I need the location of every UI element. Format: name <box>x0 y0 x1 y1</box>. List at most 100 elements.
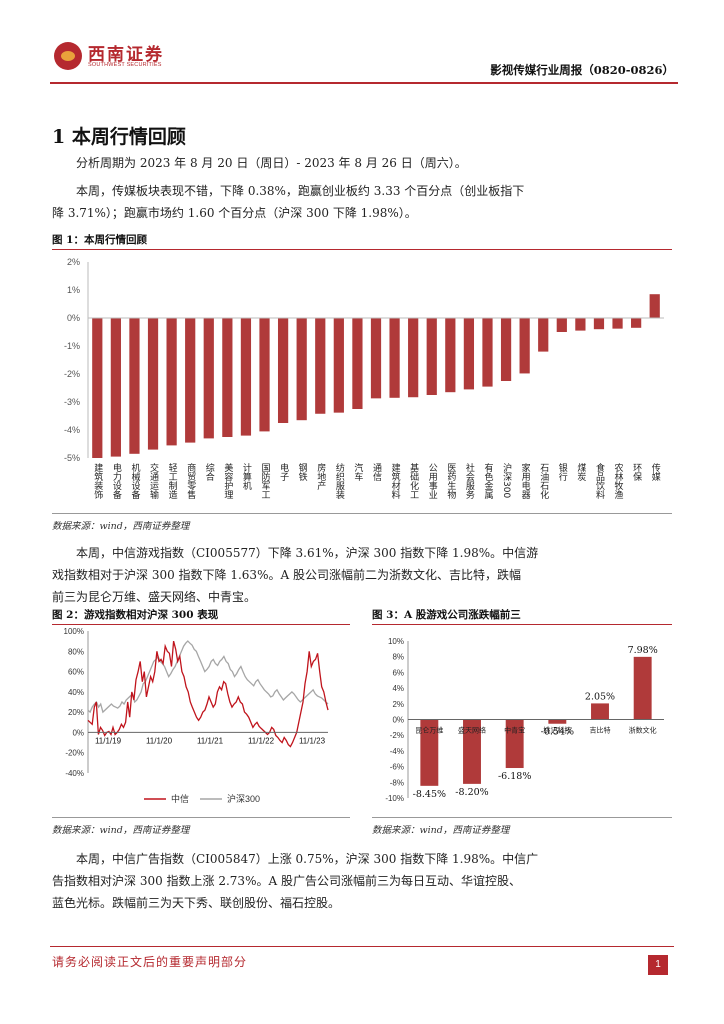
x-tick-label: 11/1/20 <box>146 736 173 745</box>
logo-icon <box>54 42 82 70</box>
x-tick-label: 11/1/19 <box>95 736 122 745</box>
data-label: 2.05% <box>585 691 615 702</box>
section-title: 1 本周行情回顾 <box>52 126 186 148</box>
bar <box>277 318 289 423</box>
fig3-caption: 图 3：A 股游戏公司涨跌幅前三 <box>372 609 521 621</box>
bar <box>482 318 493 387</box>
y-tick-label: 8% <box>392 653 404 662</box>
x-tick-label: 房地产 <box>315 462 326 491</box>
paragraph-line: 本周，中信广告指数（CI005847）上涨 0.75%，沪深 300 指数下降 … <box>76 852 539 866</box>
page-number: 1 <box>648 955 668 975</box>
x-tick-label: 建筑装饰 <box>92 462 103 500</box>
header-divider <box>50 82 678 84</box>
y-tick-label: -2% <box>390 731 404 740</box>
y-tick-label: -6% <box>390 763 404 772</box>
bar <box>519 318 530 374</box>
y-tick-label: -1% <box>64 341 80 351</box>
paragraph-line: 本周，中信游戏指数（CI005577）下降 3.61%，沪深 300 指数下降 … <box>76 546 539 560</box>
logo-text: 西南证券 <box>88 45 164 65</box>
x-tick-label: 医药生物 <box>445 463 456 500</box>
series-line <box>87 640 329 714</box>
y-tick-label: -20% <box>65 749 84 758</box>
bar <box>649 294 660 318</box>
fig3-source: 数据来源：wind，西南证券整理 <box>372 825 510 836</box>
x-tick-label: 基础化工 <box>408 462 419 499</box>
bar <box>352 318 363 409</box>
paragraph-line: 分析周期为 2023 年 8 月 20 日（周日）- 2023 年 8 月 26… <box>76 156 467 170</box>
y-tick-label: -2% <box>64 369 80 379</box>
y-tick-label: -40% <box>65 769 84 778</box>
fig1-divider <box>52 249 672 250</box>
x-tick-label: 美容护理 <box>222 462 233 499</box>
y-tick-label: 1% <box>67 285 80 295</box>
data-label: -6.18% <box>498 771 531 782</box>
bar <box>631 318 642 328</box>
fig2-bottom-divider <box>52 817 350 818</box>
fig1-caption: 图 1：本周行情回顾 <box>52 234 147 246</box>
bar <box>92 318 103 458</box>
x-tick-label: 商贸零售 <box>185 462 196 500</box>
bar <box>240 318 252 436</box>
bar <box>259 318 270 432</box>
bar <box>222 318 233 437</box>
paragraph-line: 戏指数相对于沪深 300 指数下降 1.63%。A 股公司涨幅前二为浙数文化、吉… <box>52 568 521 582</box>
y-tick-label: 80% <box>68 647 84 656</box>
y-tick-label: -8% <box>390 778 404 787</box>
y-tick-label: 6% <box>392 668 404 677</box>
paragraph-ad: 本周，中信广告指数（CI005847）上涨 0.75%，沪深 300 指数下降 … <box>52 848 672 914</box>
game-company-bar-chart: 10% 8% 6% 4% 2% 0% -2% -4% -6% -8% -10% -8.45% 昆仑万维 -… <box>385 637 664 803</box>
x-tick-label: 石油石化 <box>538 463 549 500</box>
x-tick-label: 11/1/22 <box>248 736 275 745</box>
x-tick-label: 环保 <box>631 463 642 482</box>
x-tick-label: 银行 <box>557 462 568 482</box>
x-tick-label: 煤炭 <box>575 462 586 482</box>
x-tick-label: 计算机 <box>241 462 252 491</box>
fig2-source: 数据来源：wind，西南证券整理 <box>52 825 190 836</box>
x-tick-label: 有色金属 <box>482 462 493 500</box>
paragraph-line: 蓝色光标。跌幅前三为天下秀、联创股份、福石控股。 <box>52 896 341 910</box>
x-tick-label: 食品饮料 <box>594 462 605 500</box>
bar <box>408 318 419 398</box>
bar <box>575 318 586 331</box>
x-tick-label: 盛天网络 <box>458 726 486 735</box>
bar <box>296 318 307 421</box>
y-tick-label: 40% <box>68 688 84 697</box>
fig3-divider <box>372 624 672 625</box>
x-tick-label: 钢铁 <box>297 462 308 482</box>
footer-divider <box>50 946 674 947</box>
paragraph-game: 本周，中信游戏指数（CI005577）下降 3.61%，沪深 300 指数下降 … <box>52 542 672 608</box>
bar <box>500 318 512 381</box>
bar <box>426 318 437 395</box>
bar <box>612 318 623 329</box>
x-tick-label: 中青宝 <box>504 726 525 735</box>
bar <box>548 719 567 724</box>
y-tick-label: -4% <box>390 747 404 756</box>
x-tick-label: 机械设备 <box>129 462 140 499</box>
x-tick-label: 11/1/23 <box>299 736 326 745</box>
y-tick-label: 10% <box>388 637 404 646</box>
paragraph-line: 前三为昆仑万维、盛天网络、中青宝。 <box>52 590 257 604</box>
x-tick-label: 国防军工 <box>260 463 271 499</box>
bar <box>445 318 456 393</box>
bar <box>633 656 652 720</box>
x-tick-label: 轻工制造 <box>167 462 178 500</box>
bar <box>591 703 609 720</box>
x-tick-label: 家用电器 <box>520 462 531 499</box>
y-tick-label: 2% <box>392 700 404 709</box>
bar <box>370 318 382 399</box>
paragraph-line: 降 3.71%）；跑赢市场约 1.60 个百分点（沪深 300 下降 1.98%… <box>52 206 417 220</box>
y-tick-label: 0% <box>392 716 404 725</box>
series-line <box>87 640 329 748</box>
report-title: 影视传媒行业周报（0820-0826） <box>490 63 674 77</box>
bar <box>315 318 326 414</box>
x-tick-label: 姚记科技 <box>543 726 571 735</box>
legend-label: 沪深300 <box>227 793 260 804</box>
y-tick-label: 60% <box>68 668 84 677</box>
bar <box>203 318 214 439</box>
y-tick-label: 20% <box>68 708 84 717</box>
bar <box>463 719 481 784</box>
bar <box>166 318 177 446</box>
bar <box>389 318 400 398</box>
paragraph-line: 本周，传媒板块表现不错，下降 0.38%，跑赢创业板约 3.33 个百分点（创业… <box>76 184 525 198</box>
fig1-source: 数据来源：wind，西南证券整理 <box>52 521 190 532</box>
